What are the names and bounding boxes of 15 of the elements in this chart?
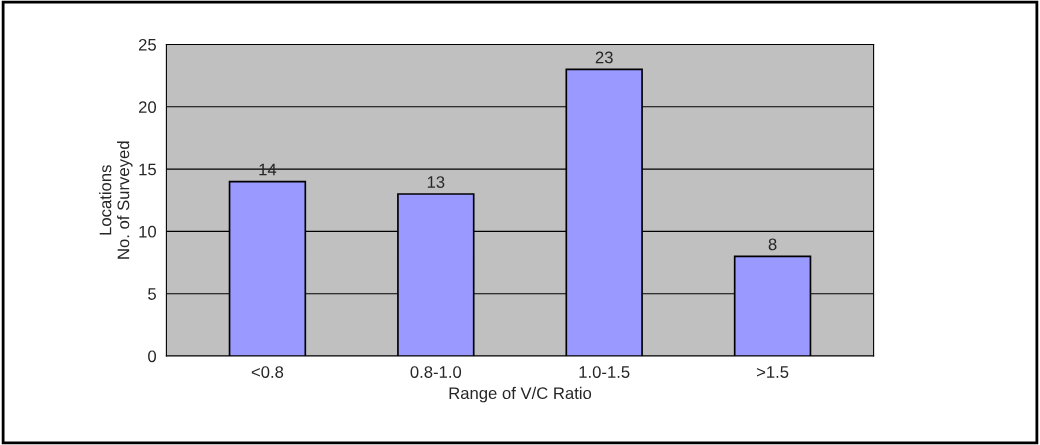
x-tick-label: 0.8-1.0 [410, 366, 462, 378]
y-tick-label: 0 [148, 350, 157, 363]
y-tick-label: 25 [138, 38, 156, 51]
y-tick-label: 5 [148, 288, 156, 300]
x-tick-label: 1.0-1.5 [579, 366, 630, 378]
x-tick-label: <0.8 [251, 366, 284, 378]
y-tick-label: 15 [139, 163, 156, 176]
data-label: 23 [595, 51, 613, 64]
data-label: 13 [427, 176, 445, 188]
y-tick-label: 10 [139, 225, 157, 238]
data-label: 8 [768, 238, 777, 251]
y-tick-label: 20 [138, 101, 157, 113]
x-axis-title: Range of V/C Ratio [449, 386, 592, 403]
y-axis-title: Locations No. of Surveyed [99, 141, 133, 259]
x-tick-label: >1.5 [756, 366, 789, 378]
